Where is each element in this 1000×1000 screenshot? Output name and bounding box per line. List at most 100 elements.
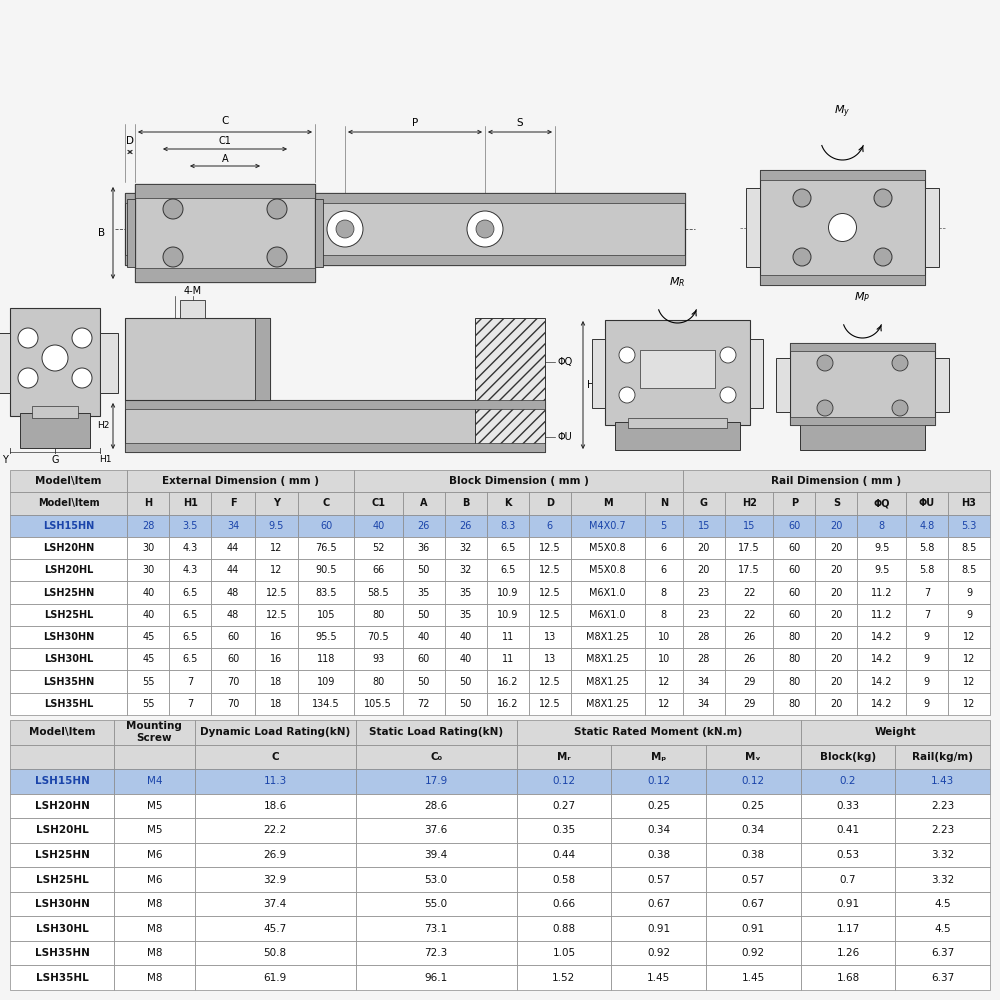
Bar [517,892,611,916]
Text: LSH30HL: LSH30HL [44,654,93,664]
Bar [895,769,990,794]
Text: 70.5: 70.5 [367,632,389,642]
Text: 12: 12 [963,677,975,687]
Text: 1.43: 1.43 [931,776,954,786]
Text: 60: 60 [788,521,801,531]
Text: M6: M6 [147,875,162,885]
Text: 44: 44 [227,543,239,553]
Text: 9.5: 9.5 [874,565,889,575]
Text: C1: C1 [219,136,231,146]
Bar [127,626,169,648]
Bar [571,492,645,515]
Bar [211,492,255,515]
Text: 11: 11 [502,632,514,642]
Bar [445,537,487,559]
Text: 0.67: 0.67 [647,899,670,909]
Bar [10,581,127,604]
Bar [211,693,255,715]
Bar [895,867,990,892]
Bar [114,745,195,769]
Bar [255,581,298,604]
Bar [857,492,906,515]
Bar [195,843,356,867]
Bar [298,492,354,515]
Bar [517,843,611,867]
Bar [114,916,195,941]
Bar [354,670,403,693]
Bar [211,604,255,626]
Bar [169,537,211,559]
Bar [611,941,706,965]
Bar [611,916,706,941]
Text: 60: 60 [227,654,239,664]
Bar [114,794,195,818]
Text: 6.5: 6.5 [500,565,515,575]
Bar [169,693,211,715]
Bar [815,648,857,670]
Text: 20: 20 [830,565,843,575]
Text: 17.5: 17.5 [738,565,760,575]
Text: 2.23: 2.23 [931,825,954,835]
Text: 70: 70 [227,699,239,709]
Bar [517,794,611,818]
Circle shape [720,347,736,363]
Bar [180,300,205,318]
Text: 12.5: 12.5 [266,610,287,620]
Text: 6.37: 6.37 [931,948,954,958]
Circle shape [619,387,635,403]
Text: 4-M: 4-M [184,286,202,296]
Bar [356,916,517,941]
Text: 105.5: 105.5 [364,699,392,709]
Text: 12.5: 12.5 [539,565,561,575]
Text: 22: 22 [743,587,755,597]
Text: 118: 118 [317,654,335,664]
Text: F: F [230,498,236,508]
Text: 0.53: 0.53 [836,850,860,860]
Bar [611,867,706,892]
Bar [298,693,354,715]
Text: 3.32: 3.32 [931,875,954,885]
Bar [683,626,725,648]
Text: 35: 35 [417,587,430,597]
Bar [127,199,135,267]
Text: 9: 9 [924,677,930,687]
Bar [487,648,529,670]
Text: 8.5: 8.5 [961,565,977,575]
Bar [255,318,270,400]
Text: 58.5: 58.5 [367,587,389,597]
Bar [645,648,683,670]
Text: M: M [603,498,612,508]
Bar [445,492,487,515]
Text: 23: 23 [698,610,710,620]
Text: 18: 18 [270,677,282,687]
Bar [801,794,895,818]
Bar [10,492,127,515]
Bar [517,965,611,990]
Text: 60: 60 [788,543,801,553]
Bar [356,941,517,965]
Bar [445,559,487,581]
Bar [706,965,801,990]
Text: Mᵣ: Mᵣ [557,752,571,762]
Text: 40: 40 [459,632,472,642]
Text: 4.8: 4.8 [919,521,935,531]
Text: 26: 26 [417,521,430,531]
Bar [925,188,939,267]
Text: 12.5: 12.5 [539,699,561,709]
Text: 14.2: 14.2 [871,699,892,709]
Text: H3: H3 [962,498,976,508]
Text: 20: 20 [830,654,843,664]
Bar [403,492,445,515]
Bar [487,670,529,693]
Text: 53.0: 53.0 [425,875,448,885]
Bar [135,184,315,282]
Bar [725,581,773,604]
Bar [615,422,740,450]
Bar [801,720,990,745]
Text: 6.5: 6.5 [500,543,515,553]
Circle shape [793,248,811,266]
Circle shape [72,368,92,388]
Bar [815,670,857,693]
Text: 0.58: 0.58 [552,875,575,885]
Bar [592,339,605,408]
